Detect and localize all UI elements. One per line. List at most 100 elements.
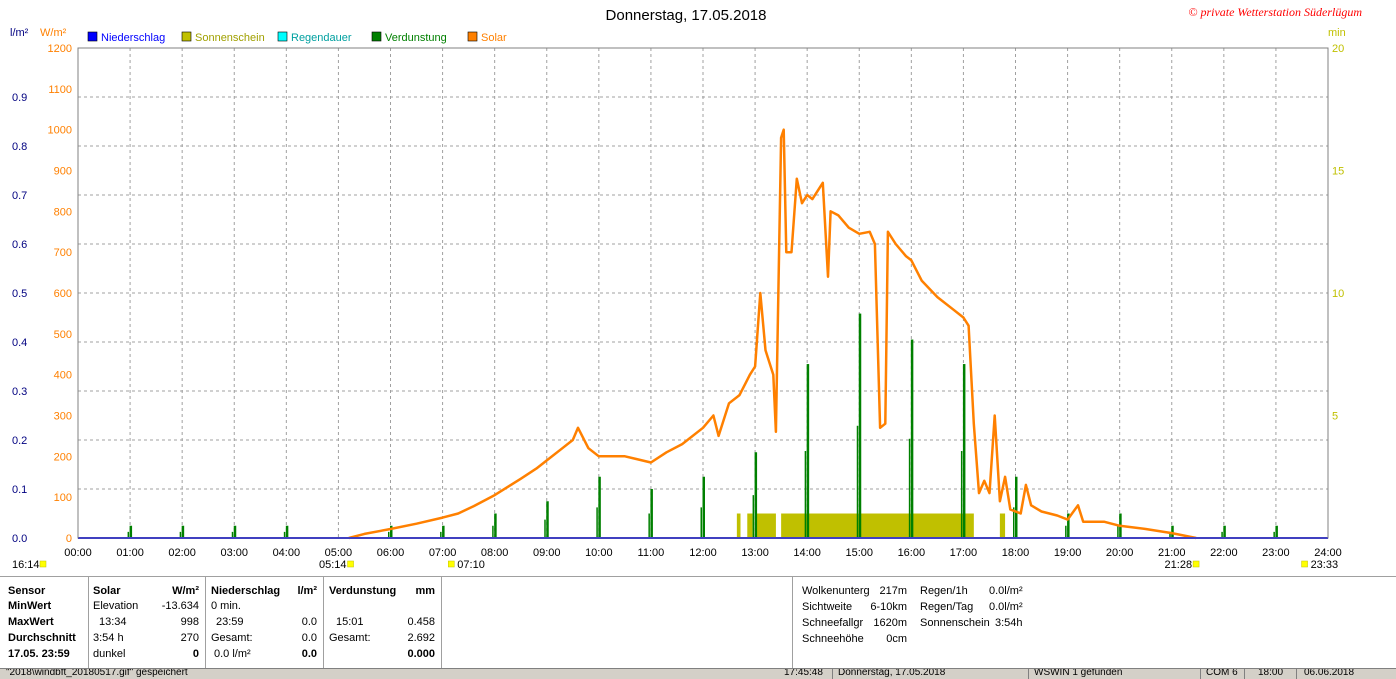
verdunstung-bar xyxy=(231,531,234,538)
time-marker-label: 21:28 xyxy=(1165,559,1193,571)
x-axis-tick-label: 24:00 xyxy=(1314,547,1342,559)
copyright-label: © private Wetterstation Süderlügum xyxy=(1188,5,1362,19)
x-axis-tick-label: 04:00 xyxy=(273,547,301,559)
x-axis-tick-label: 18:00 xyxy=(1002,547,1030,559)
verdunstung-bar xyxy=(1067,513,1070,538)
stats-cell: 15:01 xyxy=(336,616,364,628)
verdunstung-bar xyxy=(650,489,653,538)
left-axis-unit: l/m² xyxy=(10,27,29,39)
stats-cell: 0.0 xyxy=(301,648,317,660)
status-time: 17:45:48 xyxy=(784,668,823,678)
stats-cell: 0.0 xyxy=(301,632,317,644)
stats-cell: Sonnenschein xyxy=(920,617,990,629)
verdunstung-bar xyxy=(856,425,859,538)
time-marker-icon xyxy=(1301,560,1308,568)
stats-unit-niederschlag: l/m² xyxy=(297,585,317,597)
x-axis-tick-label: 05:00 xyxy=(325,547,353,559)
verdunstung-series xyxy=(127,313,1278,538)
stats-empty-area xyxy=(442,576,793,669)
stats-cell: 3:54 h xyxy=(93,632,124,644)
verdunstung-bar xyxy=(181,525,185,538)
verdunstung-bar xyxy=(442,525,445,538)
stats-header-solar: Solar xyxy=(93,585,121,597)
time-marker-label: 23:33 xyxy=(1311,559,1339,571)
stats-unit-verdunstung: mm xyxy=(415,585,435,597)
verdunstung-bar xyxy=(1171,525,1174,538)
left-axis-tick-label: 0.4 xyxy=(12,337,27,349)
verdunstung-bar xyxy=(233,525,237,538)
solar-axis-tick-label: 500 xyxy=(54,329,72,341)
solar-axis-tick-label: 200 xyxy=(54,451,72,463)
left-axis-tick-label: 0.5 xyxy=(12,288,27,300)
legend: Niederschlag Sonnenschein Regendauer Verdun… xyxy=(87,31,507,44)
x-axis-tick-label: 08:00 xyxy=(481,547,509,559)
left-axis-tick-label: 0.7 xyxy=(12,190,27,202)
verdunstung-bar xyxy=(388,531,390,538)
stats-niederschlag-column: Niederschlag l/m² 0 min. 23:59 0.0 Gesam… xyxy=(206,576,324,669)
legend-label: Regendauer xyxy=(291,32,352,44)
verdunstung-bar xyxy=(754,452,758,538)
verdunstung-bar xyxy=(1275,525,1278,538)
left-axis-tick-label: 0.9 xyxy=(12,92,27,104)
sunshine-bar xyxy=(755,513,776,538)
right-axis-unit: min xyxy=(1328,27,1346,39)
solar-axis-tick-label: 300 xyxy=(54,411,72,423)
stats-unit-solar: W/m² xyxy=(172,585,199,597)
status-file: "2018\windbft_20180517.gif" gespeichert xyxy=(6,668,188,678)
stats-row-label: 17.05. 23:59 xyxy=(8,648,70,660)
solar-axis-tick-label: 700 xyxy=(54,247,72,259)
x-axis-tick-label: 17:00 xyxy=(950,547,978,559)
sunshine-bar xyxy=(736,513,741,538)
status-date: Donnerstag, 17.05.2018 xyxy=(838,668,946,678)
time-marker-label: 16:14 xyxy=(12,559,40,571)
verdunstung-bar xyxy=(179,531,182,538)
solar-axis-tick-label: 800 xyxy=(54,206,72,218)
left-axis-tick-label: 0.8 xyxy=(12,141,27,153)
stats-solar-column: Solar W/m² Elevation -13.634 13:34 998 3… xyxy=(89,576,206,669)
status-today: 06.06.2018 xyxy=(1304,668,1355,678)
stats-cell: 0.0l/m² xyxy=(989,585,1023,597)
left-axis-tick-label: 0.3 xyxy=(12,386,27,398)
legend-swatch xyxy=(467,31,478,42)
legend-swatch xyxy=(181,31,192,42)
stats-row-label: Durchschnitt xyxy=(8,632,76,644)
x-axis-tick-label: 10:00 xyxy=(585,547,613,559)
verdunstung-bar xyxy=(1065,525,1067,538)
x-axis-tick-label: 07:00 xyxy=(429,547,457,559)
stats-cell: Schneefallgr xyxy=(802,617,864,629)
status-port: COM 6 xyxy=(1206,668,1238,678)
time-marker-label: 07:10 xyxy=(457,559,485,571)
stats-cell: 0.458 xyxy=(407,616,435,628)
weather-chart: Donnerstag, 17.05.2018 © private Wetters… xyxy=(10,5,1362,571)
stats-cell: 2.692 xyxy=(407,632,435,644)
solar-axis-tick-label: 1100 xyxy=(48,84,72,96)
legend-label: Sonnenschein xyxy=(195,32,265,44)
x-axis-tick-label: 16:00 xyxy=(898,547,926,559)
x-axis-tick-label: 12:00 xyxy=(689,547,717,559)
stats-cell: Schneehöhe xyxy=(802,633,864,645)
stats-cell: 0.0 l/m² xyxy=(214,648,251,660)
time-marker-icon xyxy=(1192,560,1200,568)
stats-header-sensor: Sensor xyxy=(8,585,46,597)
stats-header-verdunstung: Verdunstung xyxy=(329,585,397,597)
verdunstung-bar xyxy=(596,507,598,538)
x-axis-tick-label: 13:00 xyxy=(741,547,769,559)
left-axis-tick-label: 0.2 xyxy=(12,435,27,447)
stats-verdunstung-column: Verdunstung mm 15:01 0.458 Gesamt: 2.692… xyxy=(324,576,442,669)
stats-cell: 6-10km xyxy=(870,601,907,613)
left-axis-tick-label: 0.0 xyxy=(12,533,27,545)
grid xyxy=(78,47,1328,538)
legend-swatch xyxy=(87,31,98,42)
verdunstung-bar xyxy=(960,451,963,538)
verdunstung-bar xyxy=(858,313,862,538)
x-axis-tick-label: 21:00 xyxy=(1158,547,1186,559)
solar-axis-tick-label: 100 xyxy=(54,492,72,504)
stats-regen-column: Regen/1h 0.0l/m² Regen/Tag 0.0l/m² Sonne… xyxy=(913,576,1396,669)
verdunstung-bar xyxy=(598,476,601,538)
right-axis-tick-label: 10 xyxy=(1332,288,1344,300)
x-axis-tick-label: 06:00 xyxy=(377,547,405,559)
stats-cell: 23:59 xyxy=(216,616,244,628)
verdunstung-bar xyxy=(702,476,705,538)
verdunstung-bar xyxy=(806,364,810,538)
stats-cell: Gesamt: xyxy=(329,632,371,644)
